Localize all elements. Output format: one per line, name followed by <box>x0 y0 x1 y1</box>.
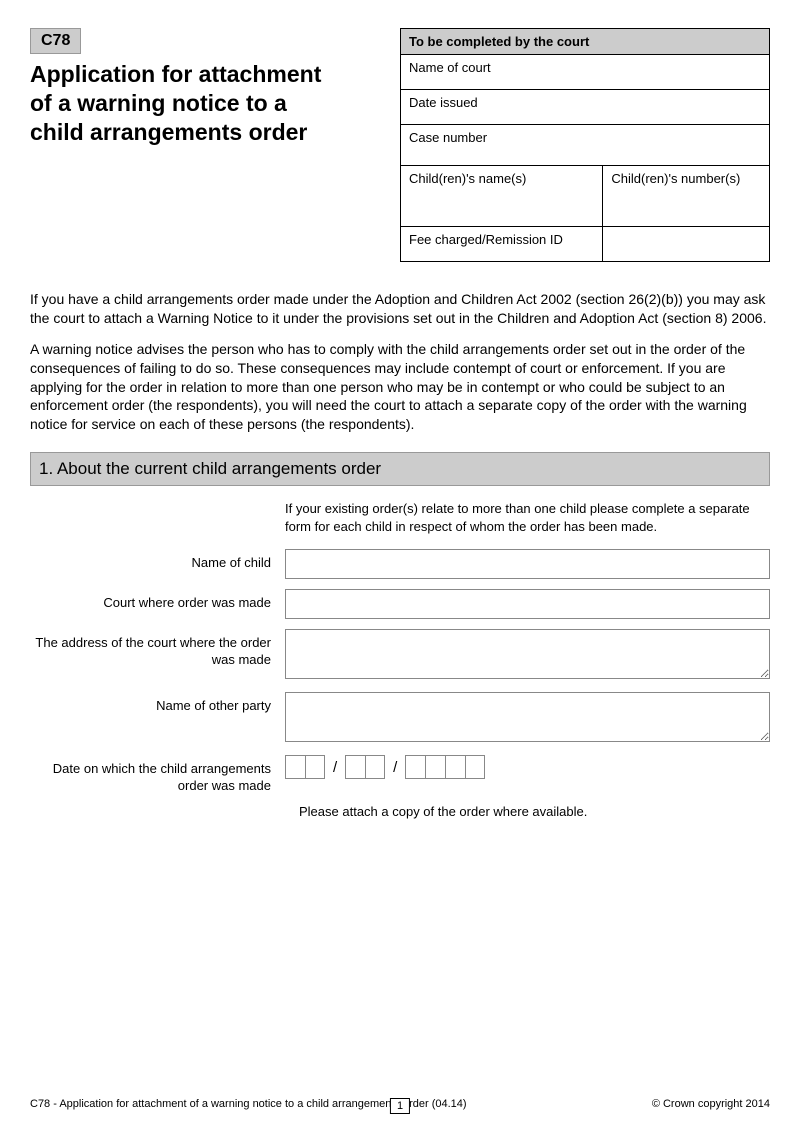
date-month-1[interactable] <box>345 755 365 779</box>
label-other-party: Name of other party <box>30 692 285 714</box>
date-year-1[interactable] <box>405 755 425 779</box>
page-number: 1 <box>390 1098 410 1114</box>
title-line-3: child arrangements order <box>30 119 307 145</box>
intro-paragraph-1: If you have a child arrangements order m… <box>30 290 770 328</box>
title-line-1: Application for attachment <box>30 61 321 87</box>
fee-value-cell <box>603 227 769 261</box>
label-order-date: Date on which the child arrangements ord… <box>30 755 285 794</box>
form-title: Application for attachment of a warning … <box>30 60 375 146</box>
input-court-where[interactable] <box>285 589 770 619</box>
intro-paragraph-2: A warning notice advises the person who … <box>30 340 770 434</box>
case-number-row: Case number <box>401 125 769 166</box>
label-court-address: The address of the court where the order… <box>30 629 285 668</box>
court-box-header: To be completed by the court <box>401 29 769 55</box>
input-child-name[interactable] <box>285 549 770 579</box>
fee-charged-cell: Fee charged/Remission ID <box>401 227 603 261</box>
date-year-4[interactable] <box>465 755 485 779</box>
children-names-cell: Child(ren)'s name(s) <box>401 166 603 226</box>
date-year-2[interactable] <box>425 755 445 779</box>
date-input-group: / / <box>285 755 770 779</box>
date-day-1[interactable] <box>285 755 305 779</box>
court-completion-box: To be completed by the court Name of cou… <box>400 28 770 262</box>
intro-text: If you have a child arrangements order m… <box>30 290 770 434</box>
section-1-hint: If your existing order(s) relate to more… <box>285 500 770 535</box>
label-court-where: Court where order was made <box>30 589 285 611</box>
date-month-2[interactable] <box>365 755 385 779</box>
input-court-address[interactable] <box>285 629 770 679</box>
title-line-2: of a warning notice to a <box>30 90 287 116</box>
children-numbers-cell: Child(ren)'s number(s) <box>603 166 769 226</box>
date-sep-2: / <box>389 759 401 776</box>
section-1-heading: 1. About the current child arrangements … <box>30 452 770 486</box>
label-child-name: Name of child <box>30 549 285 571</box>
attach-copy-note: Please attach a copy of the order where … <box>299 804 770 819</box>
input-other-party[interactable] <box>285 692 770 742</box>
form-code-badge: C78 <box>30 28 81 54</box>
date-sep-1: / <box>329 759 341 776</box>
date-year-3[interactable] <box>445 755 465 779</box>
page-footer: C78 - Application for attachment of a wa… <box>30 1098 770 1110</box>
date-day-2[interactable] <box>305 755 325 779</box>
court-name-row: Name of court <box>401 55 769 90</box>
footer-right: © Crown copyright 2014 <box>652 1098 770 1110</box>
date-issued-row: Date issued <box>401 90 769 125</box>
